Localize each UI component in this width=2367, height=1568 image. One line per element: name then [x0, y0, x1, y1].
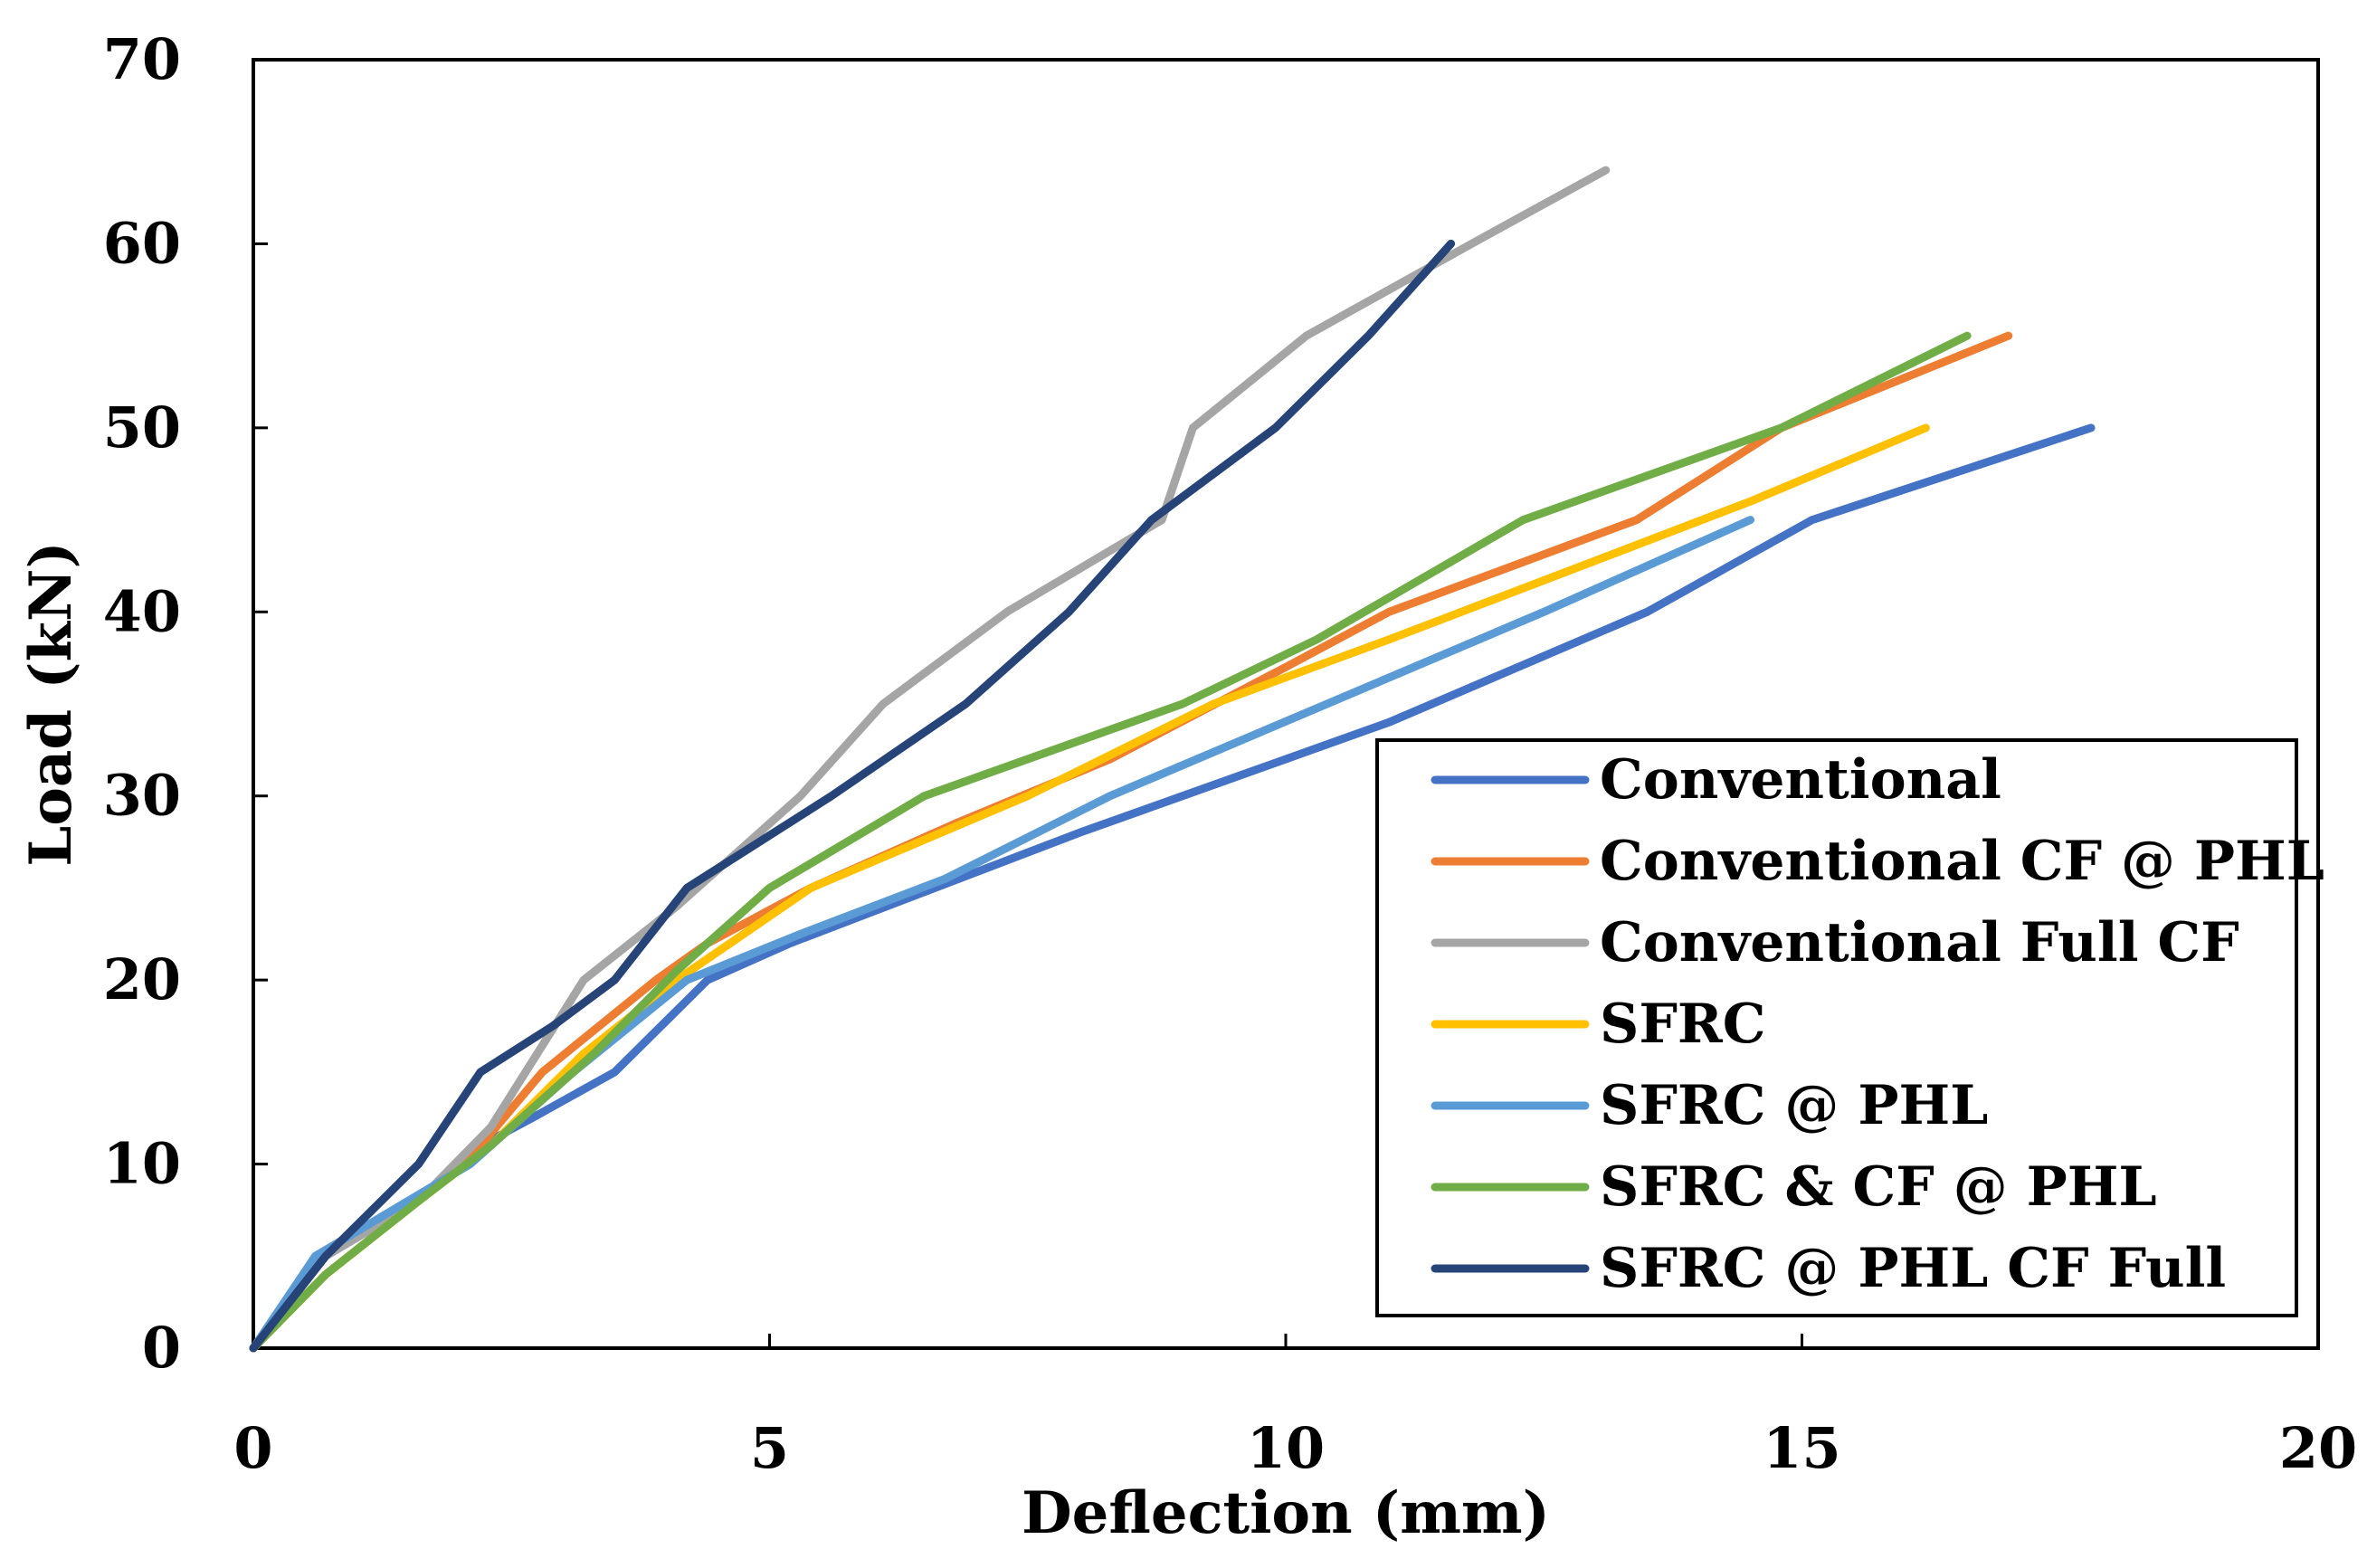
- x-tick-label: 15: [1763, 1415, 1840, 1481]
- y-tick-label: 0: [142, 1315, 181, 1381]
- x-tick-label: 10: [1247, 1415, 1325, 1481]
- x-tick-label: 5: [750, 1415, 789, 1481]
- x-axis-title: Deflection (mm): [1022, 1479, 1550, 1547]
- y-tick-label: 50: [103, 394, 181, 461]
- series-line-7: [249, 239, 1456, 1353]
- y-tick-label: 40: [103, 578, 181, 644]
- legend-items: Conventional Conventional CF @ PHL Convent…: [1431, 748, 2324, 1300]
- y-tick-label: 60: [103, 210, 181, 276]
- x-tick-label: 20: [2279, 1415, 2357, 1481]
- axis-ticks: 0 5 10 15 20 0 10 20 30 40 50 60 70: [103, 26, 2357, 1481]
- legend-label-5: SFRC @ PHL: [1600, 1074, 1988, 1137]
- y-tick-label: 10: [103, 1131, 181, 1197]
- series-lines: [249, 166, 2096, 1353]
- legend-label-3: Conventional Full CF: [1600, 911, 2239, 974]
- y-axis-title: Load (kN): [17, 541, 85, 867]
- y-tick-label: 20: [103, 946, 181, 1012]
- y-tick-label: 70: [103, 26, 181, 92]
- legend-label-6: SFRC & CF @ PHL: [1600, 1155, 2157, 1219]
- y-tick-label: 30: [103, 763, 181, 829]
- legend-label-1: Conventional: [1600, 748, 2001, 812]
- legend-label-4: SFRC: [1600, 993, 1766, 1056]
- x-tick-label: 0: [233, 1415, 272, 1481]
- legend-label-2: Conventional CF @ PHL: [1600, 830, 2324, 893]
- legend: Conventional Conventional CF @ PHL Convent…: [1375, 738, 2324, 1317]
- series-line-5: [249, 516, 1754, 1353]
- series-line-6: [249, 331, 1972, 1353]
- legend-label-7: SFRC @ PHL CF Full: [1600, 1237, 2226, 1300]
